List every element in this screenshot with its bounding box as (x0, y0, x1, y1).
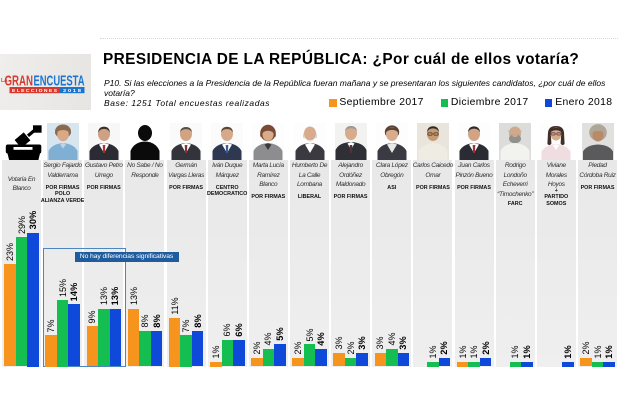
svg-text:GRAN: GRAN (5, 73, 34, 90)
svg-text:E L E C C I O N E S: E L E C C I O N E S (12, 88, 57, 93)
svg-text:2 0 1 8: 2 0 1 8 (63, 88, 82, 93)
svg-text:LA: LA (1, 78, 8, 84)
svg-text:ENCUESTA: ENCUESTA (34, 73, 85, 90)
